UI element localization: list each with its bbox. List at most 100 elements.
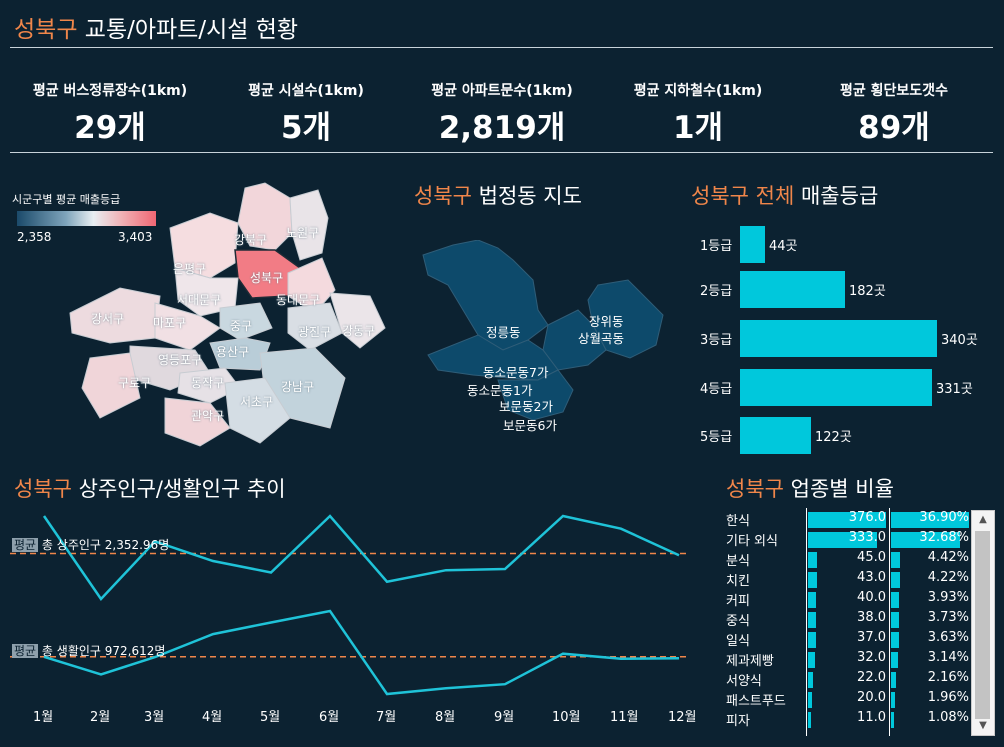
pct-bar <box>891 552 900 568</box>
map-label-nowon: 노원구 <box>286 226 320 240</box>
title-rest: 매출등급 <box>800 184 879 208</box>
kpi-label: 평균 버스정류장수(1km) <box>32 83 188 99</box>
count-value: 22.0 <box>857 670 886 685</box>
district-shape-gangbuk[interactable] <box>237 182 293 251</box>
title-rest: 업종별 비율 <box>790 477 894 501</box>
district-shape-mapo[interactable] <box>154 302 221 351</box>
dong-shape-jangwi[interactable] <box>587 279 664 359</box>
district-shape-gangdong[interactable] <box>329 292 386 349</box>
table-scrollbar[interactable]: ▲ ▼ <box>971 510 995 736</box>
district-shape-seocho[interactable] <box>224 377 291 444</box>
pct-bar <box>891 592 899 608</box>
table-row[interactable]: 한식 376.0 36.90% <box>726 510 969 530</box>
grade-bar[interactable] <box>740 320 937 357</box>
grade-bar[interactable] <box>740 417 811 454</box>
pct-bar <box>891 672 896 688</box>
count-value: 40.0 <box>857 590 886 605</box>
chevron-down-icon[interactable]: ▼ <box>979 720 987 731</box>
trend-chart-title: 성북구 상주인구/생활인구 추이 <box>14 473 286 503</box>
dong-label-bomun-2ga: 보문동2가 <box>499 399 553 414</box>
table-row[interactable]: 서양식 22.0 2.16% <box>726 670 969 690</box>
grade-value: 44곳 <box>769 239 798 254</box>
grade-bar[interactable] <box>740 226 765 263</box>
kpi-label: 평균 지하철수(1km) <box>633 83 763 99</box>
count-value: 32.0 <box>857 650 886 665</box>
resident-avg-text: 총 상주인구 2,352.96명 <box>41 538 170 552</box>
grade-label: 1등급 <box>700 239 733 254</box>
district-shape-nowon[interactable] <box>289 189 329 261</box>
table-row[interactable]: 분식 45.0 4.42% <box>726 550 969 570</box>
table-row[interactable]: 치킨 43.0 4.22% <box>726 570 969 590</box>
count-bar <box>808 672 813 688</box>
grade-bar[interactable] <box>740 369 932 406</box>
month-label: 4월 <box>202 710 223 725</box>
district-shape-gwanak[interactable] <box>164 397 231 447</box>
table-row[interactable]: 피자 11.0 1.08% <box>726 710 969 730</box>
kpi-facilities: 평균 시설수(1km) 5개 <box>206 80 406 147</box>
table-row[interactable]: 커피 40.0 3.93% <box>726 590 969 610</box>
count-value: 45.0 <box>857 550 886 565</box>
map-label-seongbuk: 성북구 <box>250 271 284 285</box>
month-label: 8월 <box>435 710 456 725</box>
month-label: 7월 <box>376 710 397 725</box>
map-label-mapo: 마포구 <box>153 316 187 330</box>
month-label: 3월 <box>144 710 165 725</box>
scroll-thumb[interactable] <box>975 531 990 719</box>
grade-value: 331곳 <box>936 382 973 397</box>
living-population-line[interactable] <box>43 609 680 696</box>
pct-value: 3.14% <box>927 650 969 665</box>
grade-bar[interactable] <box>740 271 845 308</box>
count-column-divider <box>806 508 807 736</box>
dong-map[interactable] <box>418 240 668 425</box>
legend-max-value: 3,403 <box>118 230 153 244</box>
count-bar <box>808 652 815 668</box>
table-row[interactable]: 일식 37.0 3.63% <box>726 630 969 650</box>
kpi-label: 평균 아파트문수(1km) <box>431 83 573 99</box>
pct-value: 32.68% <box>919 530 969 545</box>
table-row[interactable]: 패스트푸드 20.0 1.96% <box>726 690 969 710</box>
table-row[interactable]: 중식 38.0 3.73% <box>726 610 969 630</box>
kpi-value: 1개 <box>672 110 724 146</box>
district-shape-gwangjin[interactable] <box>287 302 343 351</box>
pct-bar <box>891 712 894 728</box>
count-bar <box>808 552 817 568</box>
legend-min-value: 2,358 <box>17 230 52 244</box>
month-label: 11월 <box>610 710 639 725</box>
kpi-value: 5개 <box>280 110 332 146</box>
pct-bar <box>891 512 969 528</box>
district-shape-dongdaemun[interactable] <box>287 257 336 314</box>
grade-label: 2등급 <box>700 284 733 299</box>
count-value: 38.0 <box>857 610 886 625</box>
map-label-gangseo: 강서구 <box>91 312 125 326</box>
kpi-value: 29개 <box>74 110 146 146</box>
district-shape-dongjak[interactable] <box>177 367 241 404</box>
grade-label: 3등급 <box>700 333 733 348</box>
map-label-gwanak: 관악구 <box>191 409 225 423</box>
chevron-up-icon[interactable]: ▲ <box>979 514 987 525</box>
pct-bar <box>891 632 899 648</box>
map-label-gangnam: 강남구 <box>281 380 315 394</box>
district-shape-guro[interactable] <box>81 352 141 419</box>
business-type: 피자 <box>726 714 750 729</box>
kpi-label: 평균 횡단보도갯수 <box>840 83 948 99</box>
pct-value: 36.90% <box>919 510 969 525</box>
resident-population-line[interactable] <box>42 514 680 601</box>
dong-label-bomun-6ga: 보문동6가 <box>503 418 557 433</box>
table-row[interactable]: 기타 외식 333.0 32.68% <box>726 530 969 550</box>
business-table-title: 성북구 업종별 비율 <box>726 473 894 503</box>
living-avg-label: 평균 총 생활인구 972,612명 <box>12 642 165 659</box>
district-shape-jung[interactable] <box>219 302 273 341</box>
dong-label-dongsomun-1ga: 동소문동1가 <box>467 383 533 398</box>
dong-shape-bomun[interactable] <box>497 369 574 421</box>
dong-map-title: 성북구 법정동 지도 <box>414 180 582 210</box>
map-label-seodaemun: 서대문구 <box>177 293 222 307</box>
business-type: 한식 <box>726 514 750 529</box>
kpi-divider <box>10 152 993 153</box>
seoul-district-map[interactable] <box>60 178 395 453</box>
count-bar <box>808 692 812 708</box>
business-type: 패스트푸드 <box>726 694 786 709</box>
map-label-gwangjin: 광진구 <box>298 325 332 339</box>
table-row[interactable]: 제과제빵 32.0 3.14% <box>726 650 969 670</box>
pct-value: 3.93% <box>927 590 969 605</box>
population-trend-chart[interactable] <box>0 500 700 705</box>
